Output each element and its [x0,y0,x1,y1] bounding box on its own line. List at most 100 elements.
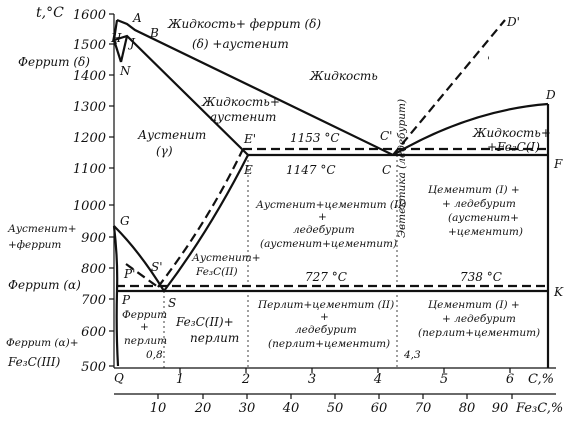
liquidus-CD [392,102,549,156]
x-tick-fe3c-10: 10 [150,401,167,416]
label-cem1-led-2: + ледебурит [442,198,516,210]
y-tick-1600: 1600 [73,8,106,23]
y-tick-labels: 1600 1500 1400 1300 1200 1100 1000 900 8… [73,8,106,375]
liquidus-ABC [116,18,394,156]
label-temp-1147: 1147 °C [286,163,336,177]
y-tick-1500: 1500 [73,38,106,53]
x-tick-fe3c-60: 60 [371,401,388,416]
label-fe3c2-pearlite-2: перлит [190,331,239,345]
label-cem1-led-b-1: Цементит (I) + [428,299,520,311]
label-pearl-cem-1: Перлит+цементит (II) [257,299,394,311]
label-fe3c2-pearlite-1: Fe₃C(II)+ [175,315,234,329]
label-aust-fe3c2-1: Аустенит+ [191,252,261,264]
label-pearl-cem-3: ледебурит [295,324,357,336]
x-tick-fe3c-90: 90 [492,401,509,416]
label-temp-727: 727 °C [305,270,347,284]
label-ferrite-pearlite-2: + [140,321,149,333]
label-ferrite-pearlite-1: Феррит [122,309,167,321]
y-tick-1000: 1000 [73,199,106,214]
label-cem1-led-b-2: + ледебурит [442,313,516,325]
x-tick-c-2: 2 [241,372,250,387]
point-S-prime: S' [151,260,163,274]
x-tick-fe3c-80: 80 [459,401,476,416]
point-E: E [243,163,253,177]
point-C: C [382,163,391,177]
label-delta-austenite: (δ) +аустенит [192,37,289,51]
label-aust-cem-1: Аустенит+цементит (II) [255,199,406,211]
label-aust-cem-4: (аустенит+цементит) [260,238,397,250]
label-austenite-1: Аустенит [137,128,206,142]
x-tick-c-1: 1 [176,372,184,387]
x-tick-fe3c-50: 50 [327,401,344,416]
y-tick-800: 800 [81,262,106,277]
label-ferrite-fe3c3-1: Феррит (α)+ [6,337,79,349]
point-P-prime: P' [123,267,135,281]
y-tick-600: 600 [81,325,106,340]
line-GS [113,225,165,292]
label-ferrite-fe3c3-2: Fe₃C(III) [7,355,61,369]
y-tick-1300: 1300 [73,100,106,115]
y-tick-500: 500 [81,360,106,375]
dotted-guides [163,155,398,368]
label-aust-cem-3: ледебурит [293,224,355,236]
x-axis-fe3c-ticks [157,394,513,399]
label-cem1-led-b-3: (перлит+цементит) [418,327,540,339]
point-Q: Q [114,371,124,385]
x-tick-c-5: 5 [440,372,448,387]
y-axis-ticks [109,13,114,367]
label-temp-738: 738 °C [460,270,502,284]
label-cem1-led-3: (аустенит+ [448,212,519,224]
label-liquid-fe3c-2: +Fe₃C(I) [487,140,540,154]
point-N: N [119,64,131,78]
y-tick-700: 700 [81,293,106,308]
point-A: A [132,11,142,25]
x-axis-c-ticks [179,368,511,373]
label-aust-fe3c2-2: Fe₃C(II) [195,266,238,278]
point-C-prime: C' [380,129,392,143]
point-D-prime: D' [506,15,520,29]
label-pearl-cem-2: + [320,311,329,323]
region-labels: Жидкость Жидкость+ феррит (δ) (δ) +аусте… [6,17,551,369]
label-liquid-austenite-1: Жидкость+ [201,95,280,109]
label-temp-1153: 1153 °C [290,131,340,145]
label-liquid: Жидкость [309,69,378,83]
y-tick-1200: 1200 [73,131,106,146]
y-tick-1100: 1100 [73,162,106,177]
label-pearl-cem-4: (перлит+цементит) [268,338,390,350]
point-K: K [553,285,564,299]
point-J: J [127,36,136,50]
label-cem1-led-1: Цементит (I) + [428,184,520,196]
dashed-lines [116,19,548,288]
point-B: B [149,26,159,40]
point-P: P [121,293,131,307]
x-axis-c-label: C,% [528,372,554,387]
point-E-prime: E' [243,132,256,146]
label-liquid-ferrite: Жидкость+ феррит (δ) [167,17,321,31]
point-H: H [110,31,122,45]
solidus-AHJE [112,19,249,156]
x-tick-labels-fe3c: 10 20 30 40 50 60 70 80 90 [150,401,509,416]
line-AN [113,39,117,45]
x-tick-c-4: 4 [373,372,382,387]
point-D: D [545,88,556,102]
point-G: G [120,214,130,228]
x-tick-c-6: 6 [506,372,514,387]
point-F: F [553,157,563,171]
y-axis-label: t,°C [36,5,64,21]
label-value-0-8: 0,8 [146,349,163,361]
line-GPQ [112,225,120,367]
point-S: S [168,296,176,310]
line-SE [163,154,249,292]
x-tick-fe3c-30: 30 [239,401,256,416]
y-tick-900: 900 [81,231,106,246]
label-ferrite-alpha: Феррит (α) [8,278,81,292]
label-austenite-2: (γ) [156,144,173,158]
x-tick-fe3c-70: 70 [415,401,432,416]
dash-CD-prime [392,19,506,156]
label-value-4-3: 4,3 [403,349,421,361]
label-liquid-fe3c-1: Жидкость+ [472,126,551,140]
x-tick-c-3: 3 [308,372,316,387]
x-tick-fe3c-20: 20 [194,401,212,416]
phase-lines [112,18,550,368]
